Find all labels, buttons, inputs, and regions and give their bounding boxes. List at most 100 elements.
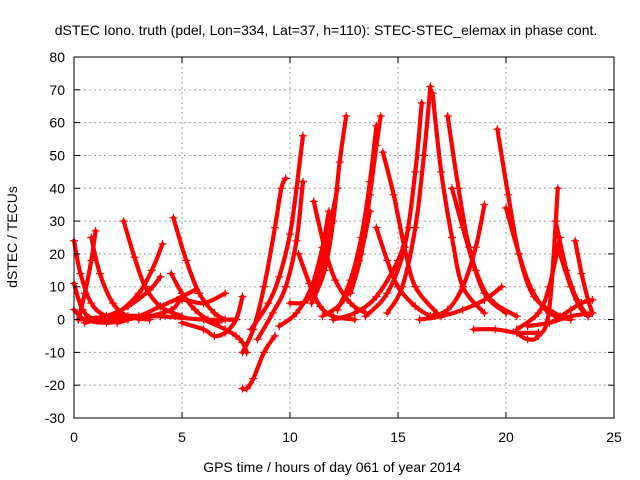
- data-point: [411, 282, 420, 291]
- series-arc-30: [329, 223, 413, 324]
- data-point: [411, 302, 420, 311]
- data-point: [156, 272, 165, 281]
- data-point: [411, 167, 420, 176]
- data-point: [298, 177, 307, 186]
- y-tick-label: 10: [49, 279, 65, 295]
- data-point: [210, 331, 219, 340]
- data-point: [502, 203, 510, 212]
- x-tick-label: 5: [178, 429, 186, 445]
- series-arc-27: [318, 207, 374, 321]
- tick-layer: -30 -20 -10 0 10 20 30 40 50 60 70 80 0 5 10 15 20 25: [45, 49, 622, 445]
- data-point: [361, 312, 370, 321]
- series-arc-42: [512, 233, 564, 334]
- data-point: [534, 331, 543, 340]
- data-point: [307, 299, 316, 308]
- data-point: [286, 299, 294, 308]
- data-point: [491, 325, 500, 334]
- data-point: [577, 269, 586, 278]
- data-point: [199, 315, 208, 324]
- series-arc-16: [238, 331, 279, 393]
- data-point: [275, 322, 284, 331]
- x-tick-label: 20: [498, 429, 514, 445]
- data-point: [247, 325, 256, 334]
- series-arc-23: [275, 207, 333, 331]
- data-point: [264, 299, 273, 308]
- data-point: [372, 141, 381, 150]
- data-point: [119, 217, 128, 226]
- data-point: [156, 312, 165, 321]
- data-point: [372, 223, 381, 232]
- data-point: [448, 184, 456, 193]
- series-arc-15: [178, 292, 247, 340]
- data-point: [458, 223, 467, 232]
- data-point: [324, 207, 333, 216]
- data-point: [80, 289, 89, 298]
- y-tick-label: 70: [49, 82, 65, 98]
- data-point: [210, 308, 219, 317]
- data-point: [346, 299, 355, 308]
- series-arc-09: [169, 213, 230, 324]
- data-point: [426, 82, 435, 91]
- arc-line: [553, 297, 595, 322]
- data-point: [545, 305, 554, 314]
- x-axis-label: GPS time / hours of day 061 of year 2014: [203, 459, 461, 475]
- y-tick-label: 50: [49, 147, 65, 163]
- data-point: [169, 213, 178, 222]
- data-point: [428, 89, 437, 98]
- data-point: [566, 282, 575, 291]
- plot-frame: [73, 56, 615, 419]
- data-point: [277, 184, 286, 193]
- series-arc-47: [523, 308, 597, 331]
- data-point: [145, 286, 154, 295]
- y-axis-label: dSTEC / TECUs: [4, 186, 20, 288]
- data-point: [458, 282, 467, 291]
- data-point: [238, 338, 247, 347]
- data-point: [190, 305, 199, 314]
- data-point: [443, 112, 452, 121]
- data-point: [523, 322, 532, 331]
- arc-line: [471, 327, 541, 335]
- series-arc-35: [448, 184, 521, 321]
- data-point: [270, 331, 279, 340]
- data-point: [76, 269, 85, 278]
- arc-line: [514, 235, 563, 332]
- data-point: [124, 302, 132, 311]
- data-point: [400, 243, 409, 252]
- data-point: [398, 282, 407, 291]
- data-point: [355, 256, 364, 265]
- series-arc-32: [383, 82, 435, 317]
- data-point: [383, 308, 392, 317]
- arc-line: [249, 133, 306, 332]
- arc-line: [71, 281, 120, 323]
- data-point: [260, 348, 269, 357]
- data-point: [480, 308, 489, 317]
- x-tick-label: 25: [606, 429, 622, 445]
- data-point: [365, 207, 374, 216]
- data-point: [553, 184, 562, 193]
- data-point: [238, 348, 247, 357]
- data-point: [480, 200, 489, 209]
- y-tick-label: 60: [49, 115, 65, 131]
- data-point: [281, 282, 290, 291]
- data-point: [383, 256, 392, 265]
- data-point: [270, 223, 279, 232]
- data-point: [294, 249, 303, 258]
- data-point: [415, 315, 424, 324]
- x-tick-label: 0: [70, 429, 78, 445]
- series-arc-22: [309, 197, 370, 317]
- data-point: [167, 269, 176, 278]
- data-point: [156, 302, 165, 311]
- arc-line: [179, 294, 245, 339]
- data-point: [232, 331, 240, 340]
- y-tick-label: -30: [45, 410, 65, 426]
- data-point: [329, 315, 338, 324]
- x-tick-label: 15: [390, 429, 406, 445]
- data-point: [383, 289, 392, 298]
- series-arc-24: [307, 112, 351, 308]
- data-point: [458, 305, 467, 314]
- data-point: [331, 276, 340, 285]
- data-point: [190, 286, 199, 295]
- data-point: [512, 325, 521, 334]
- data-point: [87, 299, 96, 308]
- data-point: [389, 190, 398, 199]
